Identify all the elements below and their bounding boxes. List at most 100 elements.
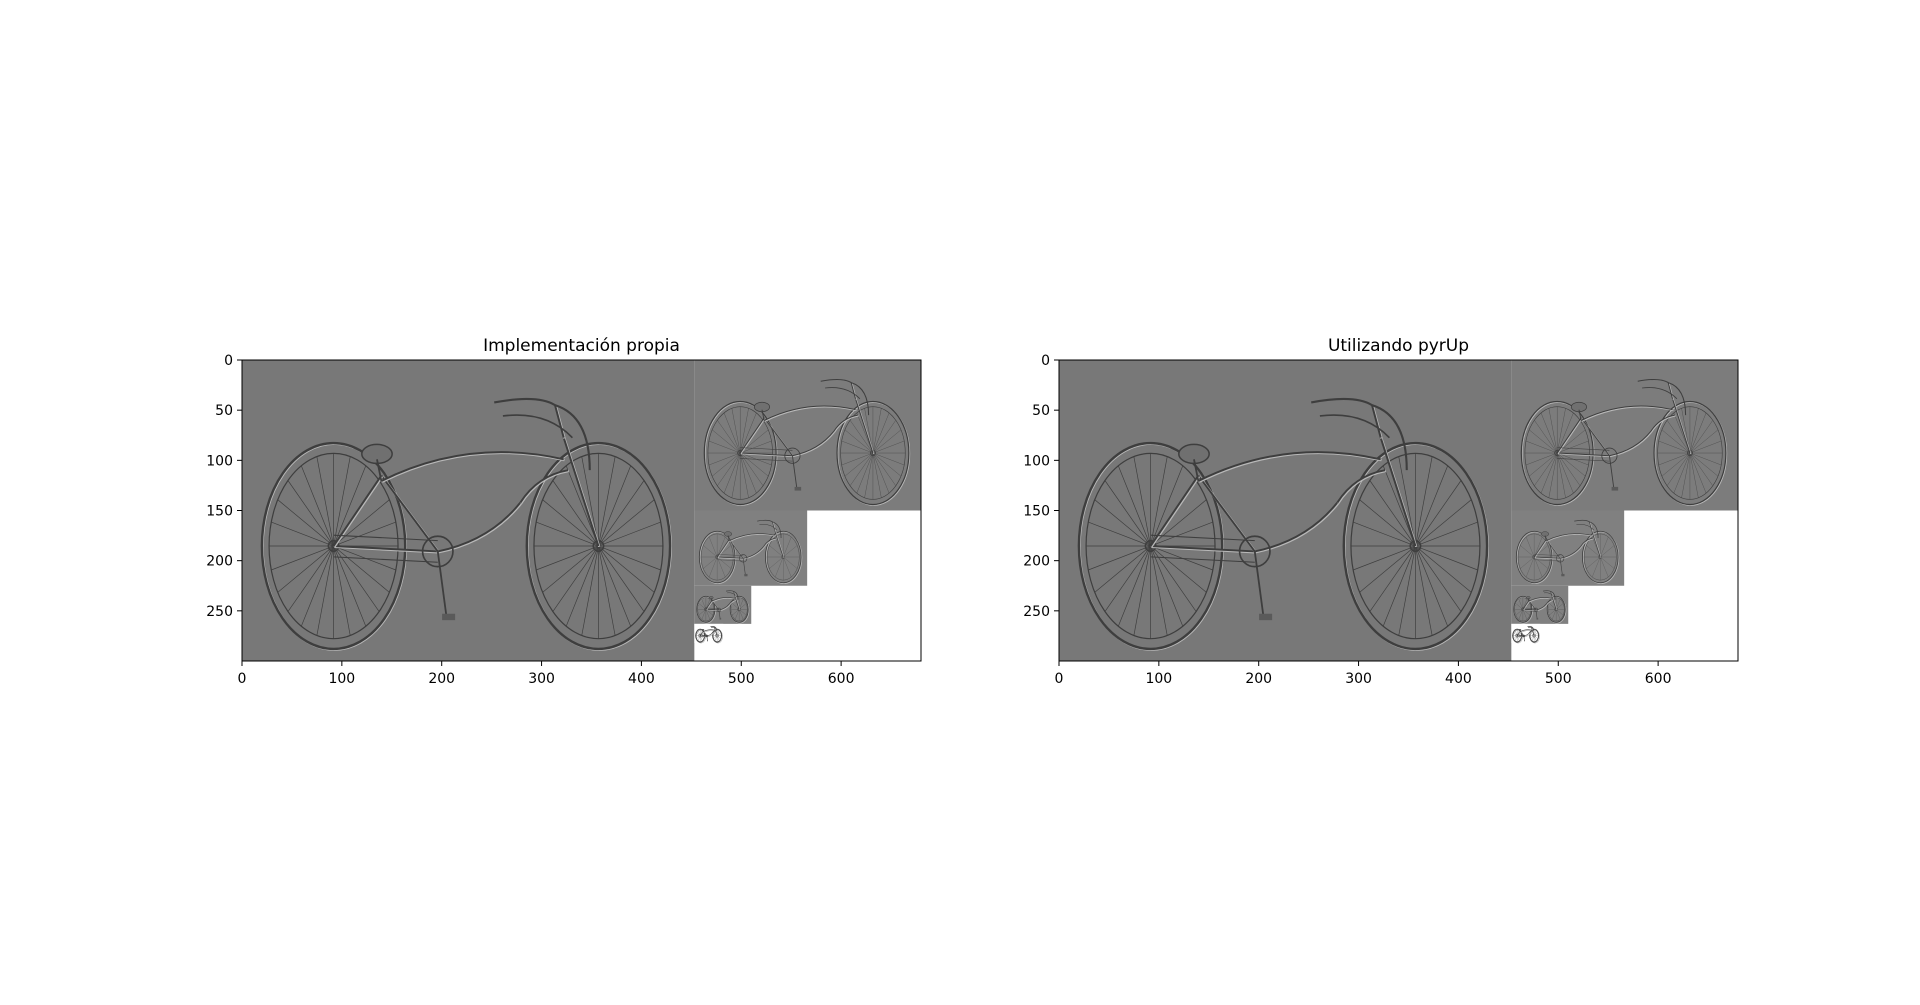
x-tick-label: 0: [238, 671, 247, 687]
frame-tube: [1531, 628, 1535, 636]
seat-post: [1528, 598, 1530, 602]
frame-tube: [772, 521, 775, 530]
handlebar: [1637, 378, 1687, 416]
wheel-highlight: [765, 531, 803, 584]
wheel-spoke: [701, 609, 706, 620]
handlebar-grip: [711, 627, 716, 629]
handlebar-grip: [1642, 387, 1678, 400]
crank-arm: [1559, 558, 1563, 575]
wheel-spoke: [552, 545, 599, 612]
frame-highlight: [717, 539, 731, 559]
handlebar-grip: [1544, 592, 1554, 596]
handlebar: [1527, 625, 1534, 631]
chain: [740, 447, 793, 451]
frame-tube: [1371, 404, 1382, 438]
y-tick-label: 100: [1023, 453, 1050, 469]
wheel-spoke: [701, 599, 706, 610]
frame-tube: [437, 502, 522, 553]
wheel-spoke: [565, 465, 599, 547]
wheel-spoke: [717, 635, 720, 641]
wheel-spoke: [1359, 545, 1416, 593]
frame-highlight: [851, 383, 857, 400]
wheel-spoke: [769, 545, 784, 558]
wheel-spoke: [1600, 556, 1609, 578]
frame-highlight: [834, 415, 859, 433]
seat-post: [727, 535, 730, 541]
wheel-spoke: [769, 556, 784, 569]
wheel-spoke: [1150, 545, 1168, 636]
wheel-spoke: [1548, 452, 1558, 498]
frame-highlight: [735, 596, 741, 611]
wheel-rim: [1581, 530, 1619, 584]
wheel-rim: [764, 530, 802, 584]
wheel-spoke: [872, 452, 905, 466]
wheel-spoke: [872, 420, 896, 454]
wheel-spoke: [1415, 545, 1462, 612]
wheel-spoke: [1689, 452, 1713, 486]
frame-highlight: [1523, 609, 1537, 612]
wheel-highlight: [1654, 401, 1728, 506]
frame-highlight: [1524, 633, 1531, 638]
y-tick-label: 200: [206, 554, 233, 570]
wheel-spoke: [735, 609, 740, 620]
seat-post: [376, 459, 383, 482]
pyramid-tile: [694, 585, 752, 624]
x-tick-label: 300: [528, 671, 555, 687]
frame-tube: [763, 537, 776, 547]
wheel-spoke: [1515, 630, 1518, 636]
frame-tube: [1589, 521, 1592, 530]
wheel-spoke: [598, 456, 616, 547]
wheel-spoke: [1540, 452, 1558, 494]
frame-highlight: [1651, 415, 1676, 433]
wheel-spoke: [1415, 456, 1433, 547]
frame-tube: [774, 529, 784, 558]
chain: [333, 534, 438, 542]
frame-highlight: [1523, 600, 1530, 611]
frame-highlight: [1591, 530, 1602, 558]
crank-arm: [1608, 455, 1615, 489]
wheel-spoke: [1689, 429, 1719, 454]
wheel-spoke: [1522, 609, 1528, 620]
wheel-rim: [703, 400, 777, 506]
wheel-spoke: [1382, 545, 1416, 627]
pedal: [1536, 617, 1539, 620]
frame-highlight: [734, 592, 736, 597]
pyramid-level-1: [694, 360, 921, 511]
wheel-spoke: [1518, 599, 1523, 610]
wheel-spoke: [333, 545, 367, 627]
wheel-spoke: [864, 452, 874, 498]
wheel-spoke: [1415, 545, 1433, 636]
wheel-spoke: [740, 452, 749, 498]
wheel-spoke: [542, 545, 599, 593]
wheel-rim: [1342, 441, 1489, 651]
wheel-spoke: [783, 556, 798, 569]
wheel-highlight: [1521, 401, 1595, 506]
frame-tube: [711, 597, 735, 602]
wheel-spoke: [1518, 609, 1523, 620]
frame-highlight: [1581, 406, 1674, 422]
wheel-spoke: [740, 440, 772, 454]
wheel-spoke: [705, 599, 711, 610]
wheel-spoke: [598, 545, 616, 636]
wheel-spoke: [598, 545, 655, 593]
frame-tube: [333, 545, 438, 553]
frame-tube: [1560, 545, 1582, 559]
wheel-rim: [696, 595, 716, 623]
wheel-rim: [1077, 441, 1224, 651]
pyramid-level-3: [694, 585, 752, 624]
wheel-spoke: [1689, 452, 1699, 498]
frame-highlight: [1672, 399, 1692, 454]
chainring: [1238, 535, 1271, 568]
wheel-spoke: [1150, 456, 1168, 547]
frame-tube: [711, 630, 716, 634]
wheel-spoke: [598, 521, 661, 547]
chart-title: Implementación propia: [483, 336, 680, 356]
y-tick-label: 0: [224, 353, 233, 369]
wheel-rim: [1653, 400, 1727, 506]
frame-tube: [716, 539, 730, 558]
pedal: [719, 617, 722, 620]
frame-tube: [733, 591, 736, 596]
pedal: [744, 573, 748, 577]
handlebar: [1574, 519, 1599, 539]
frame-tube: [1149, 475, 1200, 547]
